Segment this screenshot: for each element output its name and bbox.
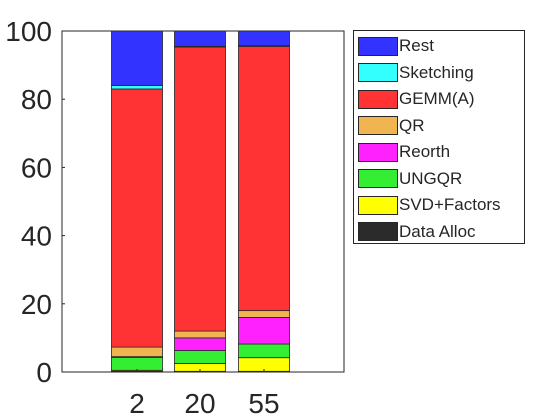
bars-group bbox=[111, 30, 290, 373]
y-axis: 0 20 40 60 80 100 bbox=[5, 16, 65, 388]
bar-segment-sketching-2 bbox=[111, 85, 163, 90]
y-tick-label: 80 bbox=[21, 84, 52, 115]
x-tick-label: 20 bbox=[184, 388, 215, 419]
legend-item-reorth: Reorth bbox=[354, 139, 450, 165]
y-tick-label: 100 bbox=[5, 16, 52, 47]
legend-item-qr: QR bbox=[354, 113, 425, 139]
legend-swatch bbox=[358, 36, 398, 56]
legend-item-data-alloc: Data Alloc bbox=[354, 219, 476, 245]
legend-label: UNGQR bbox=[399, 168, 463, 188]
legend-label: QR bbox=[399, 115, 425, 135]
legend-item-ungqr: UNGQR bbox=[354, 166, 462, 192]
y-tick-label: 60 bbox=[21, 152, 52, 183]
bar-segment-ungqr-2 bbox=[111, 356, 163, 371]
bar-segment-rest-55 bbox=[238, 30, 290, 47]
legend-label: Data Alloc bbox=[399, 221, 476, 241]
legend-swatch bbox=[358, 89, 398, 109]
bar-segment-rest-2 bbox=[111, 30, 163, 86]
bar-segment-gemm-a--2 bbox=[111, 88, 163, 348]
bar-segment-reorth-20 bbox=[174, 337, 226, 351]
legend: Rest Sketching GEMM(A) QR Reorth UNGQR SVD+Fac… bbox=[353, 30, 525, 244]
legend-label: GEMM(A) bbox=[399, 89, 475, 108]
bar-segment-reorth-55 bbox=[238, 317, 290, 345]
x-axis: 2 20 55 bbox=[129, 369, 280, 419]
legend-label: Reorth bbox=[399, 142, 451, 161]
bar-segment-gemm-a--55 bbox=[238, 45, 290, 312]
legend-swatch bbox=[358, 195, 398, 215]
bar-segment-qr-20 bbox=[174, 330, 226, 339]
bar-segment-rest-20 bbox=[174, 30, 226, 47]
y-tick-label: 20 bbox=[21, 289, 52, 320]
legend-item-svd-factors: SVD+Factors bbox=[354, 192, 501, 218]
bar-segment-ungqr-55 bbox=[238, 343, 290, 359]
legend-item-rest: Rest bbox=[354, 33, 434, 59]
legend-label: SVD+Factors bbox=[399, 195, 501, 214]
legend-swatch bbox=[358, 169, 398, 188]
bar-segment-ungqr-20 bbox=[174, 350, 226, 364]
y-tick-label: 0 bbox=[36, 357, 52, 388]
y-tick-label: 40 bbox=[21, 221, 52, 252]
legend-item-gemm-a-: GEMM(A) bbox=[354, 86, 475, 112]
x-tick-label: 2 bbox=[129, 388, 145, 419]
legend-swatch bbox=[358, 116, 398, 135]
bar-segment-qr-55 bbox=[238, 310, 290, 318]
legend-label: Rest bbox=[399, 36, 434, 55]
legend-swatch bbox=[358, 63, 398, 82]
bar-segment-gemm-a--20 bbox=[174, 46, 226, 332]
x-tick-label: 55 bbox=[248, 388, 279, 419]
legend-label: Sketching bbox=[399, 62, 474, 82]
legend-swatch bbox=[358, 142, 398, 162]
legend-item-sketching: Sketching bbox=[354, 60, 474, 86]
legend-swatch bbox=[358, 222, 398, 241]
bar-segment-qr-2 bbox=[111, 346, 163, 358]
